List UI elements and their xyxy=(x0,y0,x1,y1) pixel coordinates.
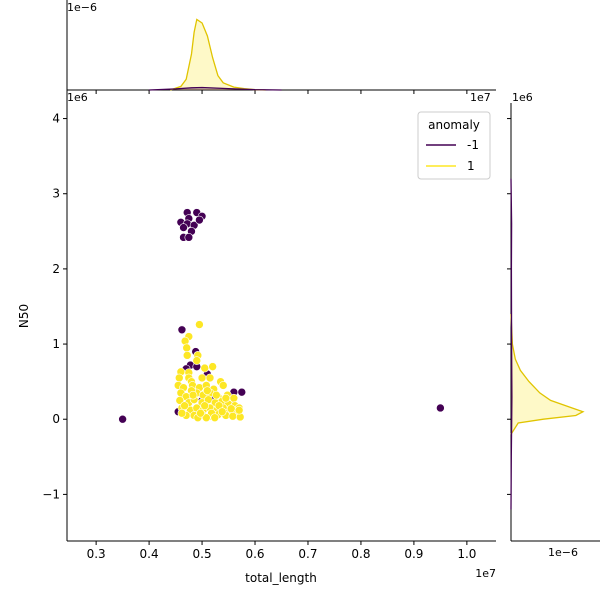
top-density-fill-1 xyxy=(170,19,266,90)
data-point-anomaly-1 xyxy=(195,320,204,329)
y-tick-label: 4 xyxy=(52,112,60,126)
data-point-anomaly-1 xyxy=(182,343,191,353)
data-point-anomaly-neg1 xyxy=(118,414,127,424)
data-point-anomaly-1 xyxy=(212,390,221,400)
legend-title: anomaly xyxy=(428,118,480,132)
top-marginal-scale-label: 1e−6 xyxy=(67,1,97,14)
data-point-anomaly-1 xyxy=(196,408,205,418)
data-point-anomaly-neg1 xyxy=(237,387,247,397)
x-tick-label: 0.6 xyxy=(245,547,264,561)
data-point-anomaly-1 xyxy=(208,362,217,371)
data-point-anomaly-1 xyxy=(174,373,184,383)
top-marginal-x-offset: 1e7 xyxy=(470,91,491,104)
x-axis-label: total_length xyxy=(245,571,317,585)
top-marginal-ticks xyxy=(95,90,468,94)
data-point-anomaly-1 xyxy=(221,393,231,403)
y-tick-label: −1 xyxy=(42,487,60,501)
data-point-anomaly-1 xyxy=(177,408,187,418)
right-marginal-curves xyxy=(510,178,585,510)
right-marginal-y-offset: 1e6 xyxy=(512,91,533,104)
right-density-fill-1 xyxy=(511,314,583,435)
data-point-anomaly-1 xyxy=(200,363,210,373)
right-marginal-ticks xyxy=(507,118,511,495)
x-tick-label: 0.7 xyxy=(298,547,317,561)
y-scale-offset-label: 1e6 xyxy=(67,91,88,104)
data-point-anomaly-1 xyxy=(203,386,212,395)
x-tick-label: 0.4 xyxy=(140,547,159,561)
y-tick-label: 2 xyxy=(52,262,60,276)
data-point-anomaly-1 xyxy=(180,401,189,411)
data-point-anomaly-neg1 xyxy=(195,215,204,225)
main-axes xyxy=(66,90,496,542)
data-point-anomaly-neg1 xyxy=(184,233,194,242)
y-tick-label: 1 xyxy=(52,337,60,351)
y-tick-label: 3 xyxy=(52,187,60,201)
data-point-anomaly-1 xyxy=(188,390,198,400)
data-point-anomaly-1 xyxy=(234,405,244,415)
data-point-anomaly-neg1 xyxy=(436,403,445,413)
data-point-anomaly-1 xyxy=(201,413,211,423)
data-point-anomaly-1 xyxy=(218,381,228,390)
right-density-line-1 xyxy=(510,313,585,435)
top-density-line-neg1 xyxy=(149,86,282,91)
top-marginal-density: 1e−6 xyxy=(66,0,496,94)
data-point-anomaly-1 xyxy=(228,411,238,421)
legend-label-1: 1 xyxy=(467,159,475,173)
data-point-anomaly-neg1 xyxy=(179,223,188,232)
top-density-line-1 xyxy=(170,18,266,91)
right-marginal-scale-label: 1e−6 xyxy=(548,546,578,559)
x-tick-label: 0.9 xyxy=(404,547,423,561)
data-point-anomaly-1 xyxy=(205,373,215,383)
y-tick-label: 0 xyxy=(52,412,60,426)
data-point-anomaly-1 xyxy=(226,404,236,414)
x-tick-label: 1.0 xyxy=(457,547,476,561)
data-point-anomaly-1 xyxy=(192,356,202,365)
right-marginal-density: 1e7 1e6 1e−6 xyxy=(470,91,600,559)
legend-label-neg1: -1 xyxy=(467,138,479,152)
data-point-anomaly-1 xyxy=(210,413,220,423)
x-tick-label: 0.3 xyxy=(87,547,106,561)
top-marginal-curves xyxy=(149,18,282,91)
data-point-anomaly-1 xyxy=(200,401,210,411)
y-ticks: −1 0 1 2 3 4 xyxy=(42,112,67,501)
data-point-anomaly-1 xyxy=(197,373,207,383)
data-point-anomaly-1 xyxy=(182,351,192,360)
x-tick-label: 0.8 xyxy=(351,547,370,561)
x-scale-offset-label: 1e7 xyxy=(475,567,496,580)
scatter-points xyxy=(118,208,445,424)
right-density-line-neg1 xyxy=(510,178,513,510)
legend: anomaly -1 1 xyxy=(417,111,491,180)
y-axis-label: N50 xyxy=(17,304,31,328)
x-ticks: 0.3 0.4 0.5 0.6 0.7 0.8 0.9 1.0 xyxy=(87,541,476,561)
x-tick-label: 0.5 xyxy=(193,547,212,561)
data-point-anomaly-1 xyxy=(217,407,227,417)
data-point-anomaly-neg1 xyxy=(177,325,187,335)
